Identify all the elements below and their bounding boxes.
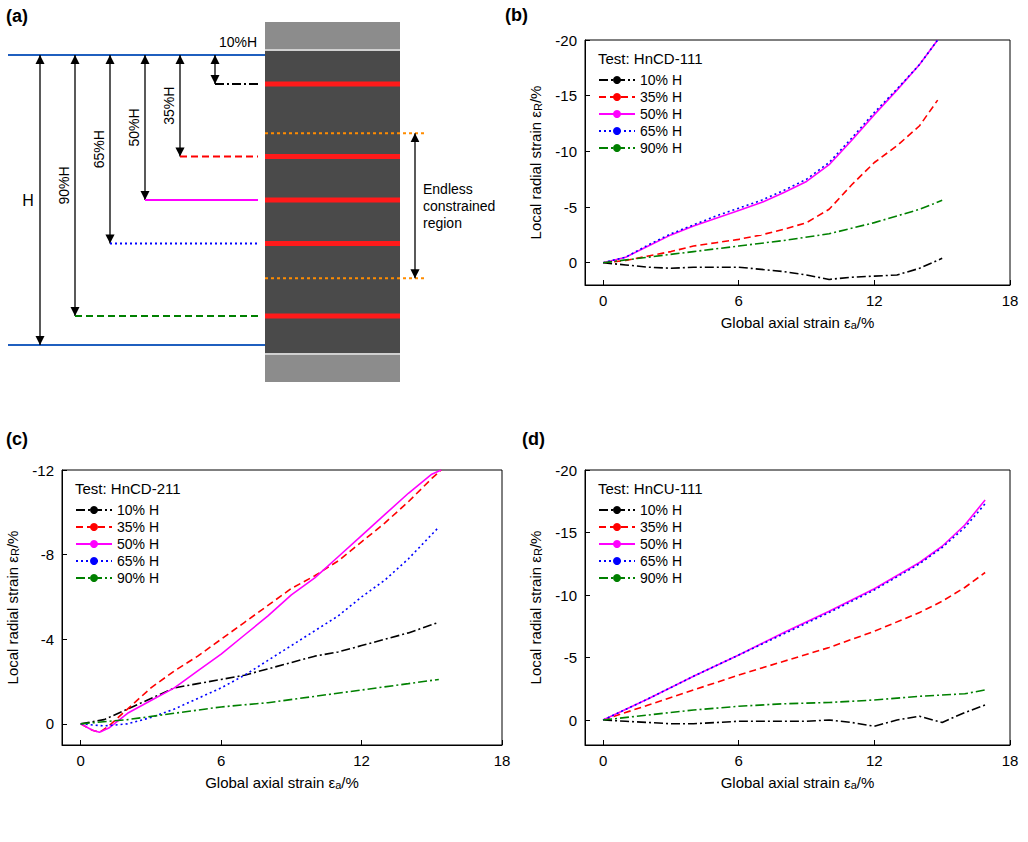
svg-text:-4: -4 [41,631,54,648]
svg-text:R: R [9,548,21,556]
svg-text:18: 18 [1002,292,1019,309]
svg-text:Local radial strain ε: Local radial strain ε [527,111,544,240]
svg-text:18: 18 [1002,752,1019,769]
svg-text:0: 0 [569,712,577,729]
svg-text:/%: /% [527,531,544,549]
svg-text:/%: /% [857,774,875,791]
svg-text:a: a [850,318,857,331]
svg-text:0: 0 [77,752,85,769]
svg-text:region: region [423,215,462,231]
svg-text:-12: -12 [32,462,54,479]
svg-text:-10: -10 [555,143,577,160]
svg-text:a: a [335,778,342,791]
svg-text:(d): (d) [522,429,545,449]
svg-text:a: a [850,778,857,791]
svg-text:90% H: 90% H [640,140,682,156]
svg-text:12: 12 [353,752,370,769]
svg-text:Endless: Endless [423,181,473,197]
svg-text:18: 18 [494,752,511,769]
svg-text:10% H: 10% H [640,502,682,518]
svg-text:(c): (c) [6,429,28,449]
svg-text:-15: -15 [555,87,577,104]
svg-text:35%H: 35%H [161,87,177,125]
svg-text:-10: -10 [555,587,577,604]
svg-text:Test: HnCU-111: Test: HnCU-111 [598,480,702,497]
svg-text:0: 0 [569,254,577,271]
svg-text:65% H: 65% H [117,553,159,569]
svg-text:/%: /% [4,531,21,549]
svg-text:/%: /% [341,774,359,791]
svg-text:35% H: 35% H [640,519,682,535]
svg-text:(b): (b) [505,5,528,25]
svg-text:50% H: 50% H [117,536,159,552]
svg-text:0: 0 [599,292,607,309]
svg-text:/%: /% [857,314,875,331]
svg-text:12: 12 [866,752,883,769]
svg-text:Test: HnCD-111: Test: HnCD-111 [598,50,702,67]
svg-text:65% H: 65% H [640,123,682,139]
svg-text:0: 0 [46,715,54,732]
svg-text:-15: -15 [555,524,577,541]
svg-text:6: 6 [217,752,225,769]
svg-text:Local radial strain ε: Local radial strain ε [4,556,21,685]
svg-text:-20: -20 [555,32,577,49]
svg-text:Global axial strain ε: Global axial strain ε [721,774,851,791]
svg-text:10% H: 10% H [117,502,159,518]
svg-text:90% H: 90% H [640,570,682,586]
svg-text:Local radial strain ε: Local radial strain ε [527,556,544,685]
svg-text:10% H: 10% H [640,72,682,88]
svg-text:/%: /% [527,86,544,104]
svg-text:R: R [532,548,544,556]
svg-text:90%H: 90%H [56,166,72,204]
svg-text:R: R [532,103,544,111]
svg-text:65%H: 65%H [91,130,107,168]
svg-text:50%H: 50%H [126,108,142,146]
svg-text:6: 6 [735,292,743,309]
svg-text:Test: HnCD-211: Test: HnCD-211 [75,480,181,497]
svg-text:-5: -5 [564,199,577,216]
svg-text:65% H: 65% H [640,553,682,569]
svg-text:35% H: 35% H [640,89,682,105]
svg-text:35% H: 35% H [117,519,159,535]
svg-text:Global axial strain ε: Global axial strain ε [721,314,851,331]
svg-text:H: H [22,192,34,209]
svg-text:50% H: 50% H [640,106,682,122]
svg-text:-8: -8 [41,546,54,563]
svg-text:10%H: 10%H [219,34,257,50]
svg-text:0: 0 [599,752,607,769]
svg-text:-20: -20 [555,462,577,479]
svg-text:(a): (a) [6,6,28,26]
svg-text:Global axial strain ε: Global axial strain ε [205,774,335,791]
svg-text:90% H: 90% H [117,570,159,586]
svg-text:12: 12 [866,292,883,309]
svg-text:50% H: 50% H [640,536,682,552]
svg-text:-5: -5 [564,649,577,666]
svg-text:constrained: constrained [423,198,495,214]
svg-text:6: 6 [735,752,743,769]
